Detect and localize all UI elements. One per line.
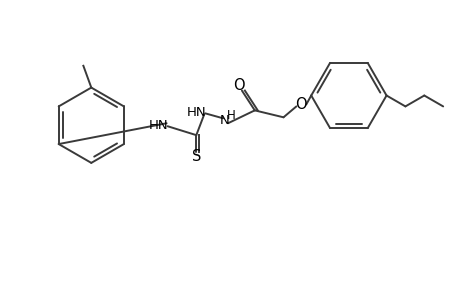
Text: HN: HN [186, 106, 206, 119]
Text: S: S [191, 149, 201, 164]
Text: O: O [295, 97, 307, 112]
Text: H: H [226, 109, 235, 122]
Text: HN: HN [149, 119, 168, 132]
Text: N: N [220, 114, 230, 127]
Text: O: O [233, 78, 244, 93]
